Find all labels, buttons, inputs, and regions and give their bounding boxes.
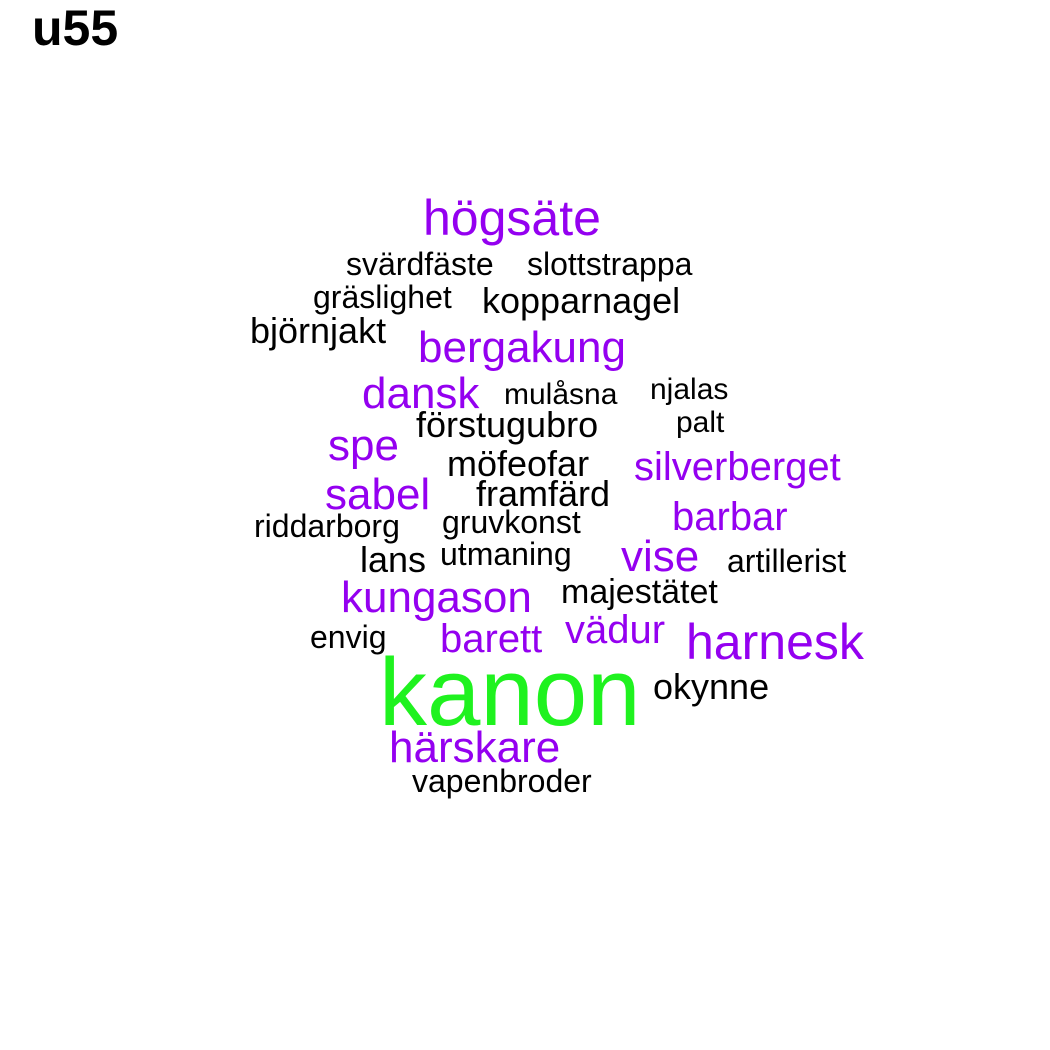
word-kanon: kanon: [379, 639, 641, 746]
word-barbar: barbar: [672, 495, 788, 539]
word-silverberget: silverberget: [634, 445, 841, 489]
word-majestatet: majestätet: [561, 573, 718, 611]
word-vadur: vädur: [565, 608, 666, 652]
word-hogsate: högsäte: [423, 190, 601, 246]
word-svardfaste: svärdfäste: [346, 246, 494, 282]
word-spe: spe: [328, 421, 399, 470]
word-kungason: kungason: [341, 573, 532, 622]
word-kopparnagel: kopparnagel: [482, 280, 681, 321]
word-framfard: framfärd: [476, 473, 611, 514]
word-graslighet: gräslighet: [313, 279, 452, 315]
word-forstugubro: förstugubro: [416, 404, 599, 445]
word-mulasna: mulåsna: [504, 378, 618, 411]
word-palt: palt: [676, 406, 725, 439]
word-mofeofar: möfeofar: [447, 443, 590, 484]
word-sabel: sabel: [325, 470, 431, 519]
page-title: u55: [32, 0, 119, 56]
word-okynne: okynne: [653, 666, 770, 707]
word-njalas: njalas: [650, 373, 729, 406]
word-barett: barett: [440, 617, 543, 661]
word-gruvkonst: gruvkonst: [442, 504, 581, 540]
word-envig: envig: [310, 619, 387, 655]
word-vapenbroder: vapenbroder: [412, 763, 592, 799]
word-slottstrappa: slottstrappa: [527, 246, 693, 282]
word-artillerist: artillerist: [727, 543, 847, 579]
word-bjornjakt: björnjakt: [250, 310, 387, 351]
word-harskare: härskare: [389, 723, 561, 772]
word-vise: vise: [621, 532, 700, 581]
word-lans: lans: [360, 539, 427, 580]
word-harnesk: harnesk: [686, 614, 864, 670]
word-dansk: dansk: [362, 369, 480, 418]
word-utmaning: utmaning: [440, 536, 572, 572]
word-riddarborg: riddarborg: [254, 508, 400, 544]
word-bergakung: bergakung: [418, 323, 626, 372]
